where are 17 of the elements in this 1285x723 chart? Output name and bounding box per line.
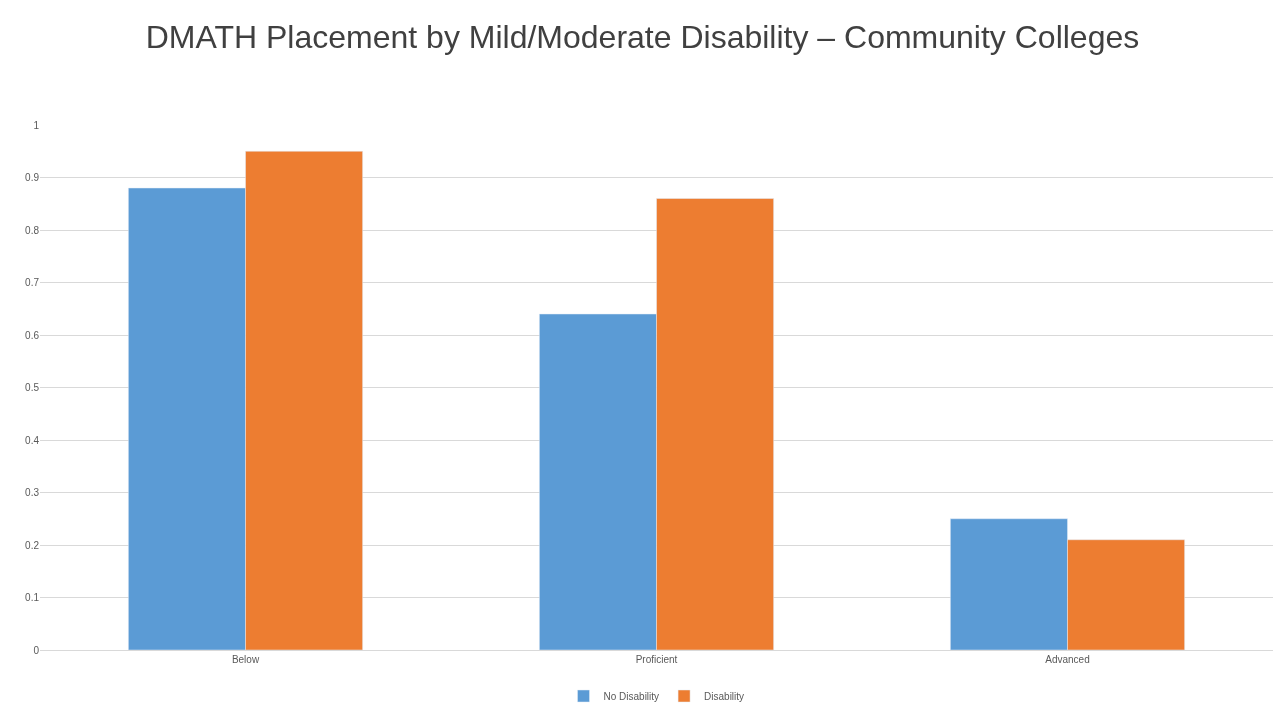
y-tick-label: 0 [33, 644, 40, 656]
legend-label: Disability [704, 690, 745, 702]
x-tick-label: Proficient [635, 654, 678, 665]
y-tick-label: 0.9 [25, 172, 40, 183]
y-tick-label: 0.4 [25, 434, 40, 446]
x-tick-label: Below [231, 654, 260, 665]
y-tick-label: 0.2 [25, 539, 40, 551]
y-tick-label: 0.1 [25, 592, 40, 603]
y-tick-label: 0.8 [25, 224, 40, 236]
y-tick-label: 0.3 [25, 487, 40, 498]
y-tick-label: 0.5 [25, 382, 40, 393]
x-tick-label: Advanced [1045, 654, 1090, 665]
y-tick-label: 0.7 [25, 277, 40, 288]
y-tick-label: 1 [33, 119, 40, 131]
y-tick-label: 0.6 [25, 329, 40, 341]
legend-label: No Disability [603, 690, 660, 702]
chart-title: DMATH Placement by Mild/Moderate Disability – Community Colleges [145, 18, 1140, 55]
